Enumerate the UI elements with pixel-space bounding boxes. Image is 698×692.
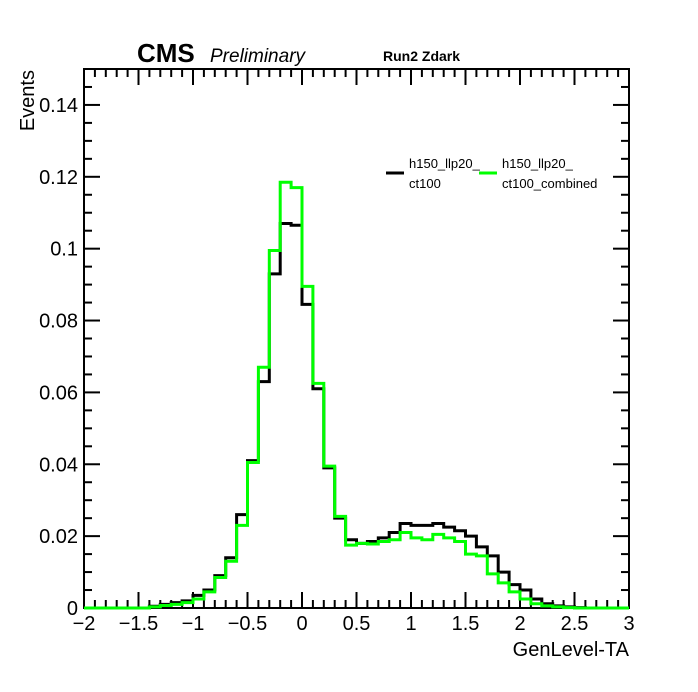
x-tick-label: −0.5 (228, 613, 267, 635)
series-line-ct100 (84, 222, 629, 610)
x-tick-label: −1 (182, 613, 205, 635)
y-tick-label: 0.02 (39, 526, 78, 548)
x-tick-label: 3 (623, 613, 634, 635)
x-tick-label: 1 (405, 613, 416, 635)
x-tick-label: 2.5 (561, 613, 589, 635)
x-tick-label: 1.5 (452, 613, 480, 635)
x-tick-label: 0 (296, 613, 307, 635)
x-axis-title: GenLevel-TA (513, 639, 630, 661)
x-tick-label: −2 (73, 613, 96, 635)
y-tick-label: 0.08 (39, 311, 78, 333)
cms-label: CMS (137, 38, 195, 68)
legend-label-combined-line1: h150_llp20_ (502, 156, 574, 171)
series-layer (84, 180, 629, 610)
y-tick-label: 0.14 (39, 95, 78, 117)
y-tick-label: 0.06 (39, 382, 78, 404)
legend-label-ct100-line2: ct100 (409, 176, 441, 191)
tick-labels: −2 −1.5 −1 −0.5 0 0.5 1 1.5 2 2.5 3 0 0.02 0.04 0.06 0.… (39, 95, 635, 635)
y-axis-title: Events (17, 70, 39, 131)
legend: h150_llp20_ ct100 h150_llp20_ ct100_comb… (386, 156, 597, 191)
series-line-ct100-combined (84, 180, 629, 610)
axis-ticks (83, 68, 630, 609)
legend-label-combined-line2: ct100_combined (502, 176, 597, 191)
plot-frame (83, 68, 630, 609)
x-tick-label: −1.5 (119, 613, 158, 635)
y-tick-label: 0.12 (39, 167, 78, 189)
x-tick-label: 2 (514, 613, 525, 635)
legend-label-ct100-line1: h150_llp20_ (409, 156, 481, 171)
y-tick-label: 0 (67, 598, 78, 620)
preliminary-label: Preliminary (210, 46, 307, 67)
x-tick-label: 0.5 (343, 613, 371, 635)
y-tick-label: 0.04 (39, 454, 78, 476)
run-label: Run2 Zdark (383, 48, 460, 64)
y-tick-label: 0.1 (50, 239, 78, 261)
